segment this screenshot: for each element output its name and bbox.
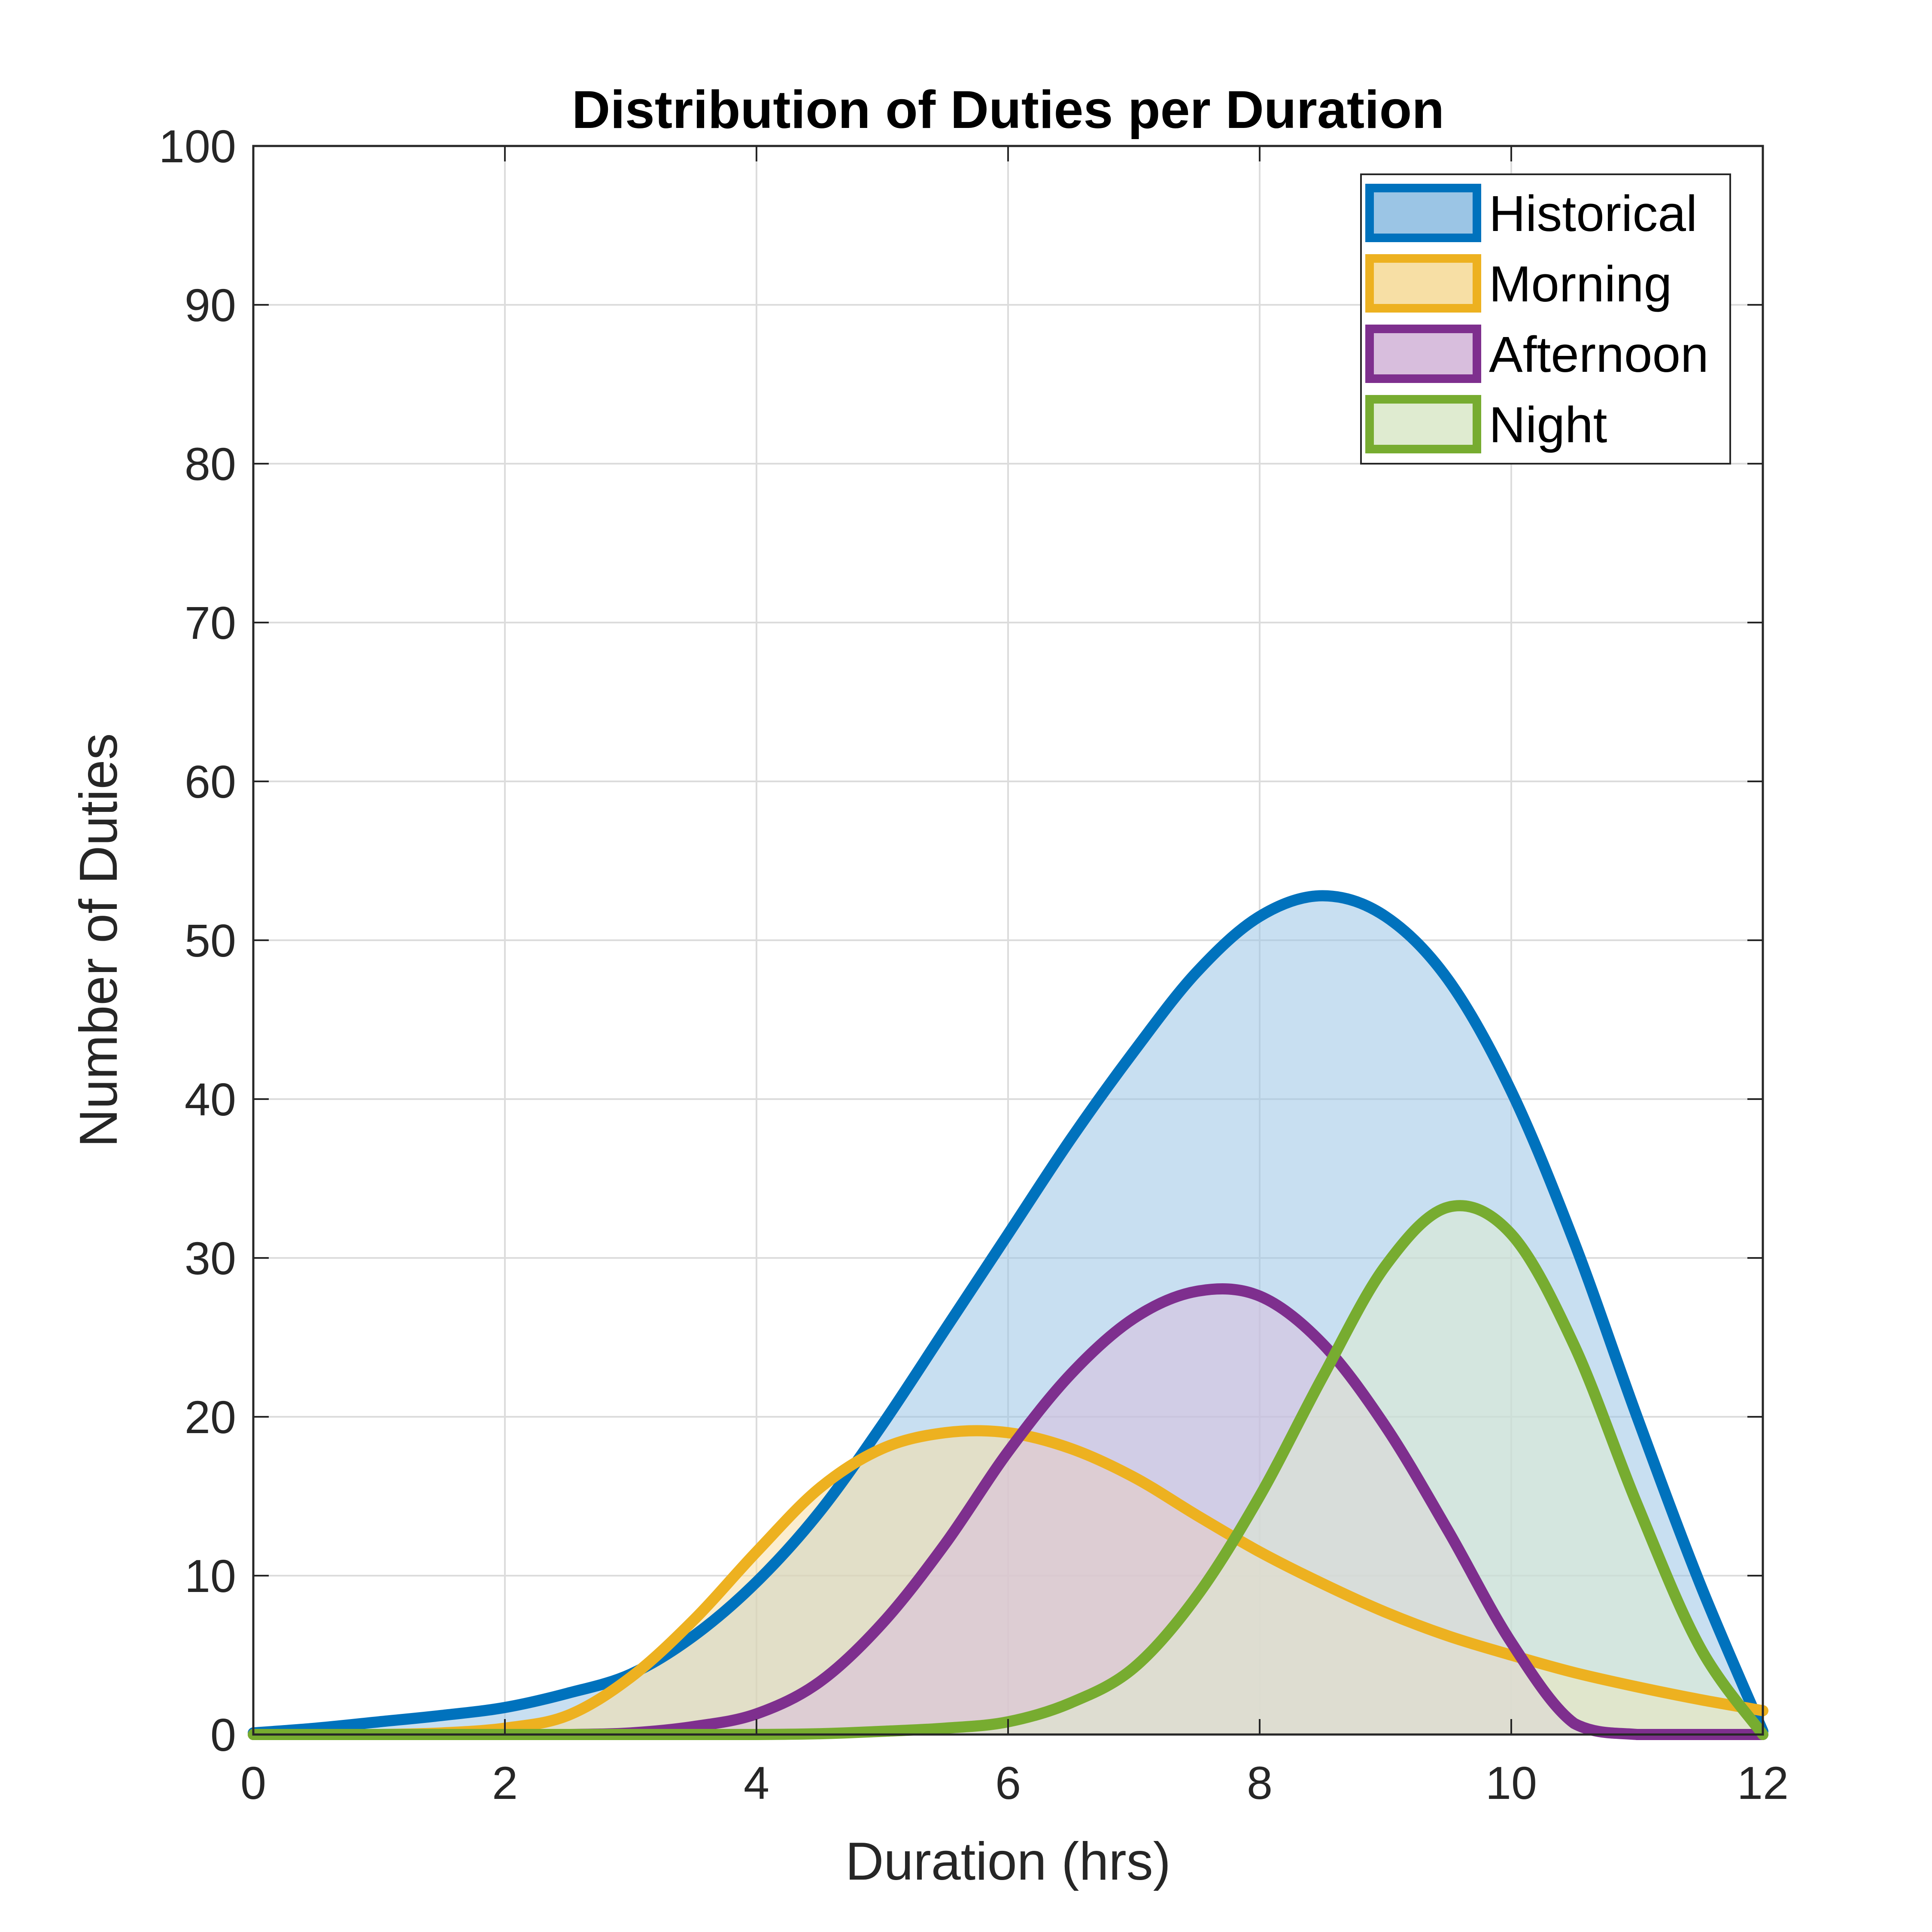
y-axis-label: Number of Duties bbox=[69, 733, 128, 1148]
chart-title: Distribution of Duties per Duration bbox=[572, 80, 1444, 140]
y-tick-label: 20 bbox=[185, 1391, 236, 1443]
y-tick-label: 80 bbox=[185, 438, 236, 490]
legend-label-night: Night bbox=[1489, 397, 1607, 453]
y-tick-label: 50 bbox=[185, 914, 236, 966]
y-tick-label: 30 bbox=[185, 1232, 236, 1284]
legend: Historical Morning Afternoon Night bbox=[1360, 173, 1731, 465]
y-tick-label: 60 bbox=[185, 756, 236, 808]
series-areas bbox=[253, 896, 1763, 1735]
x-tick-label: 2 bbox=[492, 1757, 518, 1809]
legend-swatch-morning bbox=[1365, 254, 1481, 313]
series-line-historical bbox=[248, 890, 1768, 1739]
x-axis-label: Duration (hrs) bbox=[845, 1832, 1171, 1891]
legend-label-historical: Historical bbox=[1489, 185, 1697, 242]
y-tick-label: 70 bbox=[185, 597, 236, 649]
y-tick-label: 100 bbox=[159, 120, 236, 172]
x-tick-label: 6 bbox=[995, 1757, 1021, 1809]
legend-swatch-night bbox=[1365, 395, 1481, 453]
x-tick-label: 12 bbox=[1737, 1757, 1789, 1809]
legend-label-afternoon: Afternoon bbox=[1489, 326, 1709, 383]
y-tick-label: 90 bbox=[185, 279, 236, 331]
y-tick-label: 10 bbox=[185, 1550, 236, 1602]
x-tick-label: 4 bbox=[744, 1757, 769, 1809]
y-tick-label: 40 bbox=[185, 1073, 236, 1125]
series-line-morning bbox=[248, 1425, 1768, 1741]
legend-label-morning: Morning bbox=[1489, 256, 1672, 313]
legend-swatch-afternoon bbox=[1365, 325, 1481, 383]
x-tick-label: 8 bbox=[1247, 1757, 1273, 1809]
x-tick-label: 0 bbox=[240, 1757, 266, 1809]
axis-ticks: 0 2 4 6 8 10 12 0 10 20 30 40 50 60 70 80 90 100 bbox=[159, 120, 1789, 1809]
legend-swatch-historical bbox=[1365, 184, 1481, 242]
y-tick-label: 0 bbox=[210, 1709, 236, 1761]
x-tick-label: 10 bbox=[1485, 1757, 1537, 1809]
series-area-night bbox=[253, 1206, 1763, 1735]
